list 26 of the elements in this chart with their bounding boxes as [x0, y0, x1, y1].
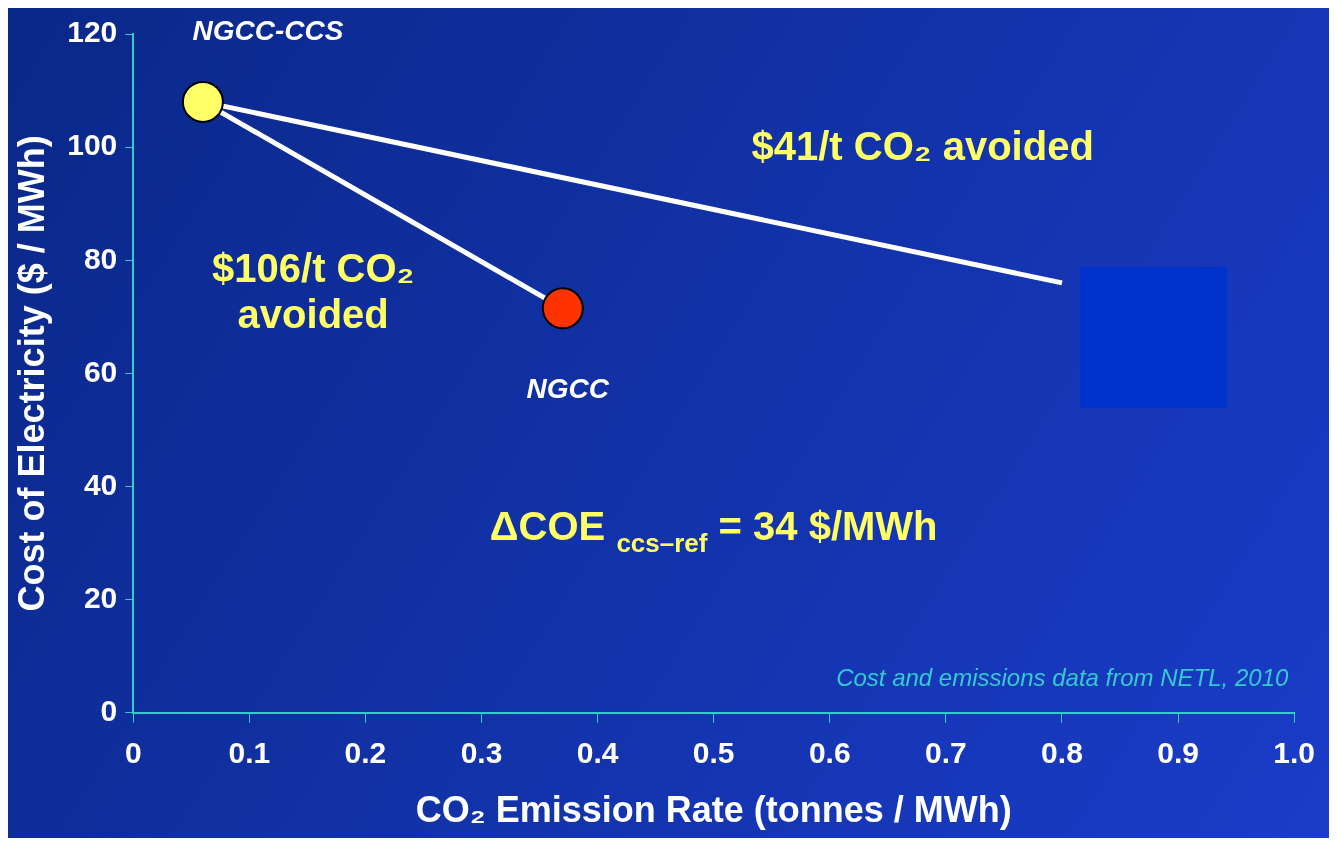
x-tick-label: 0.2	[344, 736, 387, 770]
y-tick-label: 60	[83, 354, 118, 388]
x-axis-title: CO₂ Emission Rate (tonnes / MWh)	[415, 789, 1012, 831]
x-tick-label: 0.7	[925, 736, 967, 770]
annotation: NGCC-CCS	[192, 14, 344, 46]
annotation: $106/t CO₂ avoided	[212, 245, 415, 336]
annotation: ΔCOE ccs–ref = 34 $/MWh	[489, 503, 938, 558]
y-tick-label: 80	[83, 241, 118, 275]
x-tick-label: 0.5	[692, 736, 735, 770]
x-tick-label: 0.9	[1157, 736, 1199, 770]
y-tick-label: 40	[83, 467, 118, 501]
y-axis-title: Cost of Electricity ($ / MWh)	[10, 135, 52, 612]
y-tick-label: 0	[100, 694, 118, 728]
x-tick-label: 0	[124, 736, 142, 770]
annotation: NGCC	[526, 373, 610, 405]
y-tick-label: 20	[83, 580, 118, 614]
annotation: $41/t CO₂ avoided	[751, 123, 1094, 168]
x-tick-label: 0.1	[228, 736, 271, 770]
x-tick-label: 0.4	[576, 736, 619, 770]
x-tick-label: 0.8	[1041, 736, 1083, 770]
y-tick-label: 120	[67, 15, 118, 49]
x-tick-label: 0.3	[460, 736, 503, 770]
y-tick-label: 100	[67, 128, 118, 162]
x-tick-label: 1.0	[1273, 736, 1316, 770]
annotation: Cost and emissions data from NETL, 2010	[836, 663, 1289, 691]
x-tick-label: 0.6	[808, 736, 851, 770]
